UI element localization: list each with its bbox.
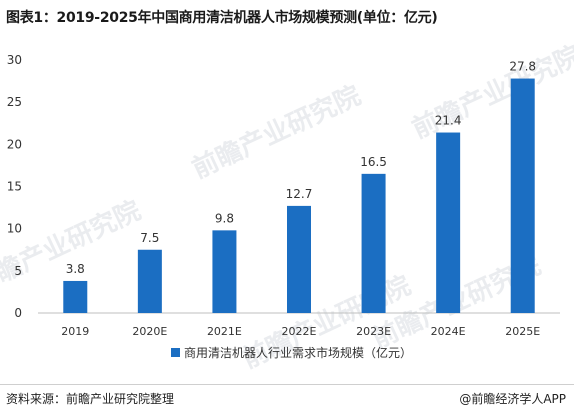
y-tick-label: 15 [7,180,22,194]
axes: 0 5 10 15 20 25 30 2019 2020E 2021E 2022E 2023E 2024… [7,53,560,338]
bar-value-label: 12.7 [286,187,313,201]
x-tick-label: 2025E [505,325,540,338]
y-tick-label: 5 [14,264,22,278]
legend: 商用清洁机器人行业需求市场规模（亿元） [171,345,412,360]
legend-swatch [171,348,180,357]
bar-value-label: 21.4 [435,114,462,128]
bar [361,173,386,313]
x-tick-label: 2020E [132,325,167,338]
watermark-text: 前瞻产业研究院 [187,80,365,185]
bars [63,78,535,313]
watermark-text: 前瞻产业研究院 [407,40,574,145]
x-tick-label: 2021E [207,325,242,338]
legend-label: 商用清洁机器人行业需求市场规模（亿元） [184,345,412,360]
y-tick-label: 25 [7,95,22,109]
publisher-credit: @前瞻经济学人APP [459,392,566,406]
y-tick-label: 0 [14,306,22,320]
x-tick-label: 2019 [61,325,89,338]
bar [436,132,461,313]
bar [63,280,88,313]
bar-value-label: 3.8 [66,262,85,276]
source-note: 资料来源：前瞻产业研究院整理 [6,392,175,406]
bar-value-label: 27.8 [509,60,536,74]
x-tick-label: 2024E [431,325,466,338]
x-tick-label: 2022E [282,325,317,338]
bar [137,249,162,313]
footer-divider [0,384,574,385]
y-tick-label: 20 [7,137,22,151]
bar-value-label: 16.5 [360,155,387,169]
y-tick-label: 30 [7,53,22,67]
bar [287,205,311,313]
bar [212,230,237,313]
bar-chart: 前瞻产业研究院前瞻产业研究院前瞻产业研究院前瞻产业研究院前瞻产业研究院 0510… [0,40,574,375]
bar-value-label: 9.8 [215,211,234,225]
y-tick-label: 10 [7,222,22,236]
bar-value-label: 7.5 [140,231,159,245]
chart-title: 图表1：2019-2025年中国商用清洁机器人市场规模预测(单位：亿元) [6,10,438,26]
x-tick-label: 2023E [356,325,391,338]
bar [510,78,535,313]
data-labels: 3.8 7.5 9.8 12.7 16.5 21.4 27.8 [66,60,536,276]
